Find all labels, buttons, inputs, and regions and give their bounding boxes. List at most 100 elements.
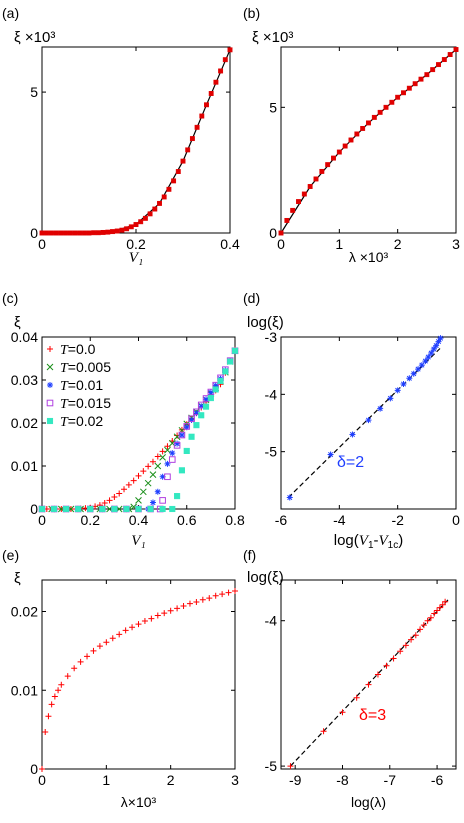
data-point <box>139 488 147 496</box>
series-1 <box>39 588 238 772</box>
chart-panel-6: (f) log(ξ) -9 -8 -7 -6 -5 -4 log(λ) δ=3 <box>243 547 457 810</box>
fit-line <box>42 49 231 234</box>
data-point <box>232 588 238 595</box>
data-point <box>84 653 91 660</box>
series-5 <box>38 347 239 513</box>
data-point <box>140 468 147 475</box>
data-point <box>178 467 185 474</box>
data-point <box>53 230 59 236</box>
data-point <box>193 410 200 417</box>
x-tick-label: 2 <box>167 772 175 788</box>
x-tick-label: 0 <box>277 236 285 252</box>
x-tick-label: -6 <box>275 512 288 528</box>
data-point <box>72 230 78 236</box>
data-point <box>198 403 205 410</box>
data-point <box>287 763 294 770</box>
data-point <box>360 125 366 131</box>
data-point <box>168 456 176 463</box>
legend-var: T <box>60 343 69 358</box>
data-point <box>194 124 200 130</box>
data-point <box>290 207 296 213</box>
data-point <box>336 149 342 155</box>
data-point <box>183 423 191 430</box>
data-point <box>58 230 64 236</box>
data-point <box>188 415 195 422</box>
data-point <box>39 230 45 236</box>
data-point <box>219 591 226 598</box>
x-axis-label-part: V <box>359 533 370 549</box>
y-axis-label: ξ ×10³ <box>14 29 55 46</box>
data-point <box>415 366 422 373</box>
data-point <box>349 431 356 438</box>
data-point <box>320 728 327 735</box>
data-point <box>418 362 425 369</box>
data-point <box>44 230 50 236</box>
data-point <box>101 499 108 506</box>
data-point <box>430 346 437 353</box>
data-point <box>116 631 123 638</box>
legend-value: =0.015 <box>68 395 111 411</box>
data-point <box>164 460 171 467</box>
data-point <box>222 368 229 375</box>
data-point <box>424 72 430 78</box>
data-point <box>130 477 137 484</box>
data-point <box>48 701 55 708</box>
slope-annotation: δ=3 <box>359 707 386 724</box>
data-point <box>183 424 190 431</box>
y-axis-label: log(ξ) <box>247 314 284 331</box>
data-point <box>157 200 162 206</box>
y-axis-label: ξ <box>14 314 21 331</box>
data-point <box>437 335 444 342</box>
data-point <box>377 405 384 412</box>
data-point <box>188 416 195 423</box>
data-point <box>110 229 115 235</box>
data-point <box>77 658 84 665</box>
data-point <box>46 363 54 371</box>
y-tick-label: 0.03 <box>11 372 38 388</box>
data-point <box>307 184 313 189</box>
legend-label: T=0.015 <box>60 395 111 412</box>
x-tick-label: 0 <box>38 772 46 788</box>
data-point <box>159 454 166 461</box>
y-axis-label: ξ <box>14 570 21 587</box>
data-point <box>125 481 132 488</box>
data-point <box>278 230 284 236</box>
data-point <box>135 505 142 513</box>
y-tick-label: -5 <box>265 758 278 774</box>
data-point <box>284 217 290 223</box>
x-tick-label: 0.6 <box>177 512 197 528</box>
data-point <box>435 338 442 345</box>
slope-annotation: δ=2 <box>337 454 364 471</box>
y-tick-label: -4 <box>265 613 278 629</box>
data-point <box>188 433 195 440</box>
data-point <box>45 713 52 720</box>
data-point <box>39 766 45 772</box>
data-point <box>418 76 424 82</box>
x-tick-label: 0.2 <box>81 512 101 528</box>
data-point <box>123 505 130 513</box>
x-tick-label: 1 <box>102 772 110 788</box>
data-point <box>427 614 434 621</box>
data-point <box>353 694 360 701</box>
series-1 <box>39 47 233 236</box>
data-point <box>390 655 397 662</box>
data-point <box>64 673 71 680</box>
y-tick-label: 5 <box>269 99 277 115</box>
panel-label: (e) <box>2 547 19 563</box>
data-point <box>164 473 171 481</box>
data-point <box>383 104 389 110</box>
data-point <box>106 497 113 504</box>
data-point <box>410 370 417 377</box>
data-point <box>424 617 431 624</box>
x-tick-label: 0.2 <box>126 236 146 252</box>
data-point <box>169 450 176 457</box>
data-point <box>148 615 155 622</box>
data-point <box>90 647 97 654</box>
y-axis-label: log(ξ) <box>247 569 284 586</box>
data-point <box>141 617 148 624</box>
legend-label: T=0.0 <box>60 341 96 358</box>
data-point <box>342 143 348 149</box>
data-point <box>103 639 110 646</box>
data-point <box>174 440 181 447</box>
